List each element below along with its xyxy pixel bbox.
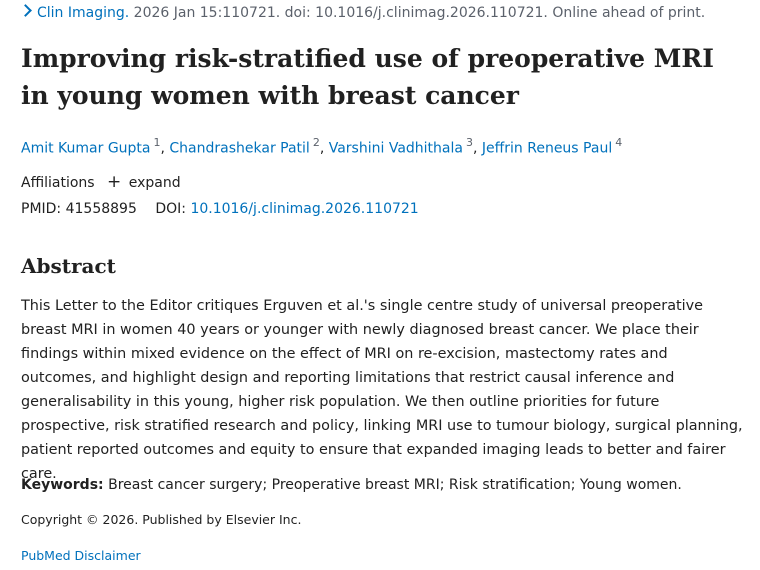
affiliations-row: Affiliations + expand — [21, 172, 181, 193]
abstract-heading: Abstract — [21, 254, 116, 278]
author-list: Amit Kumar Gupta 1, Chandrashekar Patil 2,… — [21, 136, 623, 157]
keywords-row: Keywords: Breast cancer surgery; Preoper… — [21, 475, 682, 495]
citation-details: 2026 Jan 15:110721. doi: 10.1016/j.clini… — [129, 5, 706, 21]
author-link[interactable]: Amit Kumar Gupta — [21, 140, 151, 157]
keywords-label: Keywords: — [21, 477, 104, 493]
pmid-value: 41558895 — [65, 201, 137, 217]
plus-icon: + — [107, 172, 122, 192]
chevron-right-icon[interactable] — [19, 4, 32, 17]
author-affiliation-number[interactable]: 2 — [312, 136, 320, 149]
author-link[interactable]: Jeffrin Reneus Paul — [481, 140, 613, 157]
doi-link[interactable]: 10.1016/j.clinimag.2026.110721 — [190, 201, 419, 217]
expand-label: expand — [128, 175, 181, 191]
keywords-text: Breast cancer surgery; Preoperative brea… — [108, 477, 682, 493]
author-affiliation-number[interactable]: 1 — [153, 136, 161, 149]
article-title: Improving risk-stratified use of preoper… — [21, 44, 714, 110]
pmid-label: PMID: — [21, 201, 62, 217]
affiliations-expand-button[interactable]: + expand — [107, 172, 181, 192]
author-affiliation-number[interactable]: 4 — [615, 136, 623, 149]
citation-line: Clin Imaging. 2026 Jan 15:110721. doi: 1… — [19, 4, 706, 22]
identifiers-row: PMID: 41558895 DOI: 10.1016/j.clinimag.2… — [21, 199, 419, 219]
affiliations-label: Affiliations — [21, 175, 95, 191]
author-link[interactable]: Varshini Vadhithala — [328, 140, 463, 157]
doi-label: DOI: — [155, 201, 186, 217]
journal-link[interactable]: Clin Imaging. — [37, 5, 130, 21]
abstract-text: This Letter to the Editor critiques Ergu… — [21, 298, 743, 482]
author-affiliation-number[interactable]: 3 — [465, 136, 473, 149]
author-link[interactable]: Chandrashekar Patil — [169, 140, 310, 157]
copyright-text: Copyright © 2026. Published by Elsevier … — [21, 512, 302, 527]
pubmed-disclaimer-link[interactable]: PubMed Disclaimer — [21, 548, 141, 563]
